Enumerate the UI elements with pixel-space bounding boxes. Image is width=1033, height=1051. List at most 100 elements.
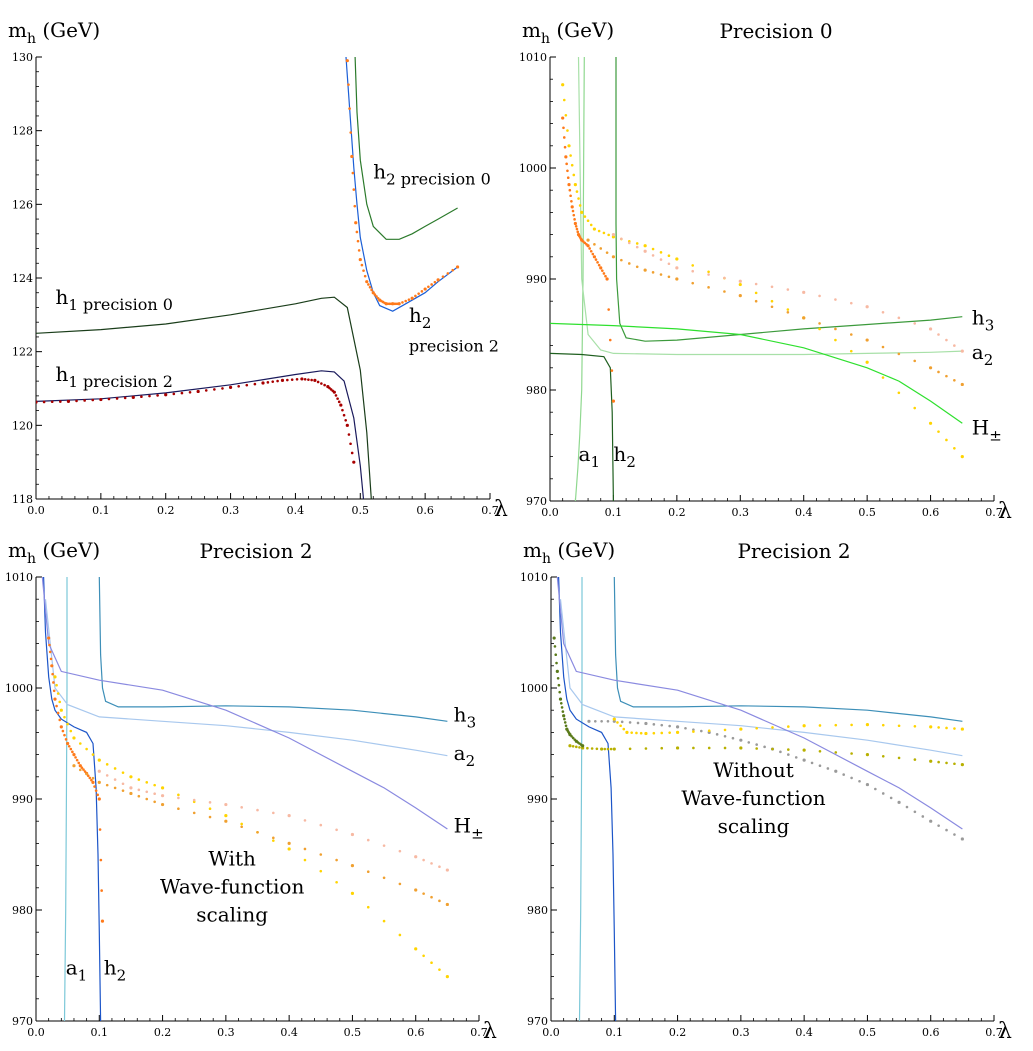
series-point bbox=[723, 290, 726, 293]
series-point bbox=[928, 327, 933, 331]
series-point bbox=[691, 269, 695, 273]
series-point bbox=[834, 327, 837, 331]
y-tick-label: 128 bbox=[12, 125, 33, 138]
series-point bbox=[129, 791, 133, 796]
series-point bbox=[568, 744, 572, 748]
series-point bbox=[586, 238, 590, 242]
series-point bbox=[599, 247, 603, 250]
y-tick-label: 980 bbox=[527, 904, 548, 917]
series-point bbox=[739, 746, 743, 750]
series-point bbox=[287, 847, 291, 851]
series-point bbox=[739, 738, 743, 742]
series-point bbox=[573, 218, 576, 221]
text-block-line: scaling bbox=[718, 814, 790, 838]
series-point bbox=[586, 244, 590, 248]
series-point bbox=[572, 213, 576, 217]
series-point bbox=[850, 723, 853, 727]
x-tick-label: 0.6 bbox=[407, 1026, 425, 1039]
series-point bbox=[113, 786, 117, 790]
series-point bbox=[571, 744, 575, 748]
x-axis-label: λ bbox=[998, 1019, 1012, 1044]
series-point bbox=[577, 197, 580, 200]
series-point bbox=[953, 378, 956, 382]
series-point bbox=[410, 296, 414, 300]
series-point bbox=[575, 745, 578, 749]
series-point bbox=[610, 369, 614, 372]
series-point bbox=[881, 754, 885, 758]
series-point bbox=[612, 717, 616, 721]
series-point bbox=[72, 736, 76, 740]
series-point bbox=[597, 263, 601, 267]
series-point bbox=[945, 338, 948, 342]
series-point bbox=[445, 902, 449, 907]
series-point bbox=[858, 779, 861, 783]
series-point bbox=[731, 736, 735, 740]
panel-title: Precision 2 bbox=[199, 539, 312, 563]
series-point bbox=[366, 838, 370, 842]
x-tick-label: 0.3 bbox=[732, 1026, 750, 1039]
series-point bbox=[600, 720, 603, 723]
x-tick-label: 0.0 bbox=[542, 1026, 560, 1039]
series-point bbox=[36, 400, 38, 404]
series-point bbox=[555, 661, 558, 665]
series-point bbox=[723, 734, 727, 738]
series-point bbox=[345, 59, 349, 63]
series-point bbox=[921, 815, 925, 818]
series-point bbox=[66, 722, 69, 726]
series-point bbox=[105, 774, 109, 777]
series-point bbox=[607, 233, 610, 237]
y-axis-label: mh (GeV) bbox=[8, 18, 100, 47]
series-point bbox=[668, 724, 671, 728]
series-point bbox=[366, 905, 370, 909]
series-point bbox=[937, 370, 940, 374]
series-point bbox=[608, 338, 612, 342]
series-point bbox=[889, 796, 893, 800]
series-point bbox=[63, 733, 66, 737]
series-point bbox=[74, 756, 77, 759]
series-point bbox=[945, 374, 948, 378]
curve-annotation: h1 precision 0 bbox=[55, 285, 173, 314]
series-point bbox=[97, 797, 101, 801]
series-point bbox=[945, 726, 948, 730]
annotation-sub: 2 bbox=[117, 966, 127, 984]
series-line-4 bbox=[44, 599, 448, 757]
series-point bbox=[350, 832, 355, 837]
series-point bbox=[802, 724, 806, 728]
x-tick-label: 0.0 bbox=[27, 504, 45, 517]
annotation-sub: 2 bbox=[466, 752, 476, 770]
series-point bbox=[123, 396, 127, 400]
series-point bbox=[398, 849, 402, 853]
series-point bbox=[48, 650, 52, 654]
annotation-sub: 1 bbox=[68, 296, 78, 314]
series-point bbox=[620, 258, 623, 262]
series-point bbox=[897, 756, 901, 760]
x-tick-label: 0.2 bbox=[157, 504, 175, 517]
annotation-tail: precision 2 bbox=[78, 372, 173, 391]
series-point bbox=[606, 747, 610, 751]
series-point bbox=[382, 876, 386, 880]
y-tick-label: 1010 bbox=[5, 571, 33, 584]
series-point bbox=[563, 721, 567, 724]
series-point bbox=[603, 747, 607, 751]
curve-annotation: h2 bbox=[613, 442, 635, 471]
series-point bbox=[83, 399, 86, 402]
series-point bbox=[72, 764, 76, 768]
annotation-main: h bbox=[373, 160, 386, 184]
series-point bbox=[565, 162, 568, 166]
y-tick-label: 980 bbox=[12, 904, 33, 917]
series-point bbox=[66, 741, 70, 746]
series-point bbox=[180, 391, 184, 395]
series-point bbox=[115, 397, 119, 400]
series-point bbox=[441, 275, 445, 278]
series-point bbox=[129, 786, 133, 790]
series-point bbox=[601, 269, 604, 272]
series-point bbox=[75, 399, 78, 403]
series-point bbox=[208, 815, 212, 819]
series-point bbox=[953, 762, 956, 766]
series-point bbox=[50, 400, 54, 404]
series-point bbox=[723, 728, 727, 732]
series-point bbox=[802, 290, 806, 294]
series-point bbox=[237, 384, 240, 388]
series-point bbox=[430, 895, 433, 899]
series-point bbox=[414, 947, 418, 951]
